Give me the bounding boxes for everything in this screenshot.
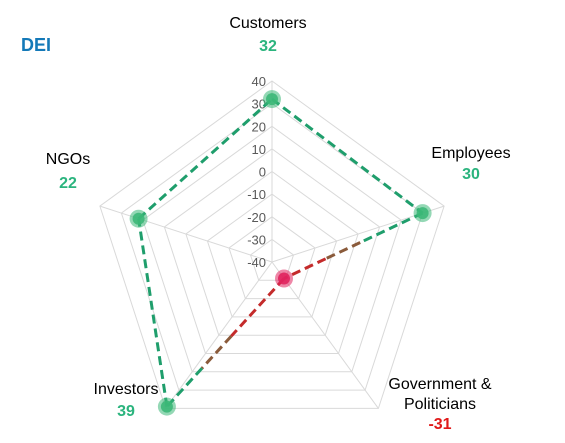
category-label-customers: Customers xyxy=(229,15,306,32)
value-label: 22 xyxy=(59,175,77,192)
category-labels: Customers 32 Employees 30 Government & Politi… xyxy=(46,15,511,433)
grid-ring xyxy=(163,148,381,354)
r-tick-label: 30 xyxy=(252,97,266,112)
grid-spoke xyxy=(165,261,273,409)
series-lines xyxy=(137,97,424,408)
series-segment xyxy=(359,211,424,244)
r-tick-label: 0 xyxy=(259,165,266,180)
radar-grid xyxy=(99,80,445,409)
value-label: 32 xyxy=(259,38,277,55)
r-tick-label: -40 xyxy=(247,255,266,270)
value-label: 39 xyxy=(117,403,135,420)
category-label-government-politicians: Government & Politicians xyxy=(388,376,491,413)
data-point-3 xyxy=(278,272,290,285)
series-segment xyxy=(324,241,361,261)
series-segment xyxy=(283,257,327,280)
category-label-investors: Investors xyxy=(94,381,159,398)
grid-ring xyxy=(249,238,295,281)
data-point-4 xyxy=(160,400,173,413)
series-segment xyxy=(137,97,274,220)
data-point-1 xyxy=(266,93,278,106)
category-label-ngos: NGOs xyxy=(46,151,90,168)
series-segment xyxy=(200,335,233,370)
grid-spoke xyxy=(99,205,273,263)
data-point-2 xyxy=(416,207,429,220)
grid-spoke xyxy=(271,261,379,409)
grid-ring xyxy=(206,193,338,318)
chart-title: DEI xyxy=(21,35,52,55)
grid-ring xyxy=(142,125,402,373)
series-segment xyxy=(137,218,169,407)
r-tick-label: -20 xyxy=(247,210,266,225)
grid-ring xyxy=(99,80,445,409)
r-tick-label: 20 xyxy=(252,119,266,134)
grid-ring xyxy=(228,216,316,300)
radial-tick-labels: 40 30 20 10 0 -10 -20 -30 -40 xyxy=(247,74,266,270)
r-tick-label: 40 xyxy=(252,74,266,89)
value-label: -31 xyxy=(428,416,451,433)
r-tick-label: -10 xyxy=(247,187,266,202)
data-point-5 xyxy=(132,212,145,225)
r-tick-label: 10 xyxy=(252,142,266,157)
r-tick-label: -30 xyxy=(247,232,266,247)
series-markers xyxy=(129,90,432,416)
category-label-employees: Employees xyxy=(431,145,510,162)
grid-ring xyxy=(185,170,359,336)
value-label: 30 xyxy=(462,166,480,183)
series-segment xyxy=(271,97,424,215)
